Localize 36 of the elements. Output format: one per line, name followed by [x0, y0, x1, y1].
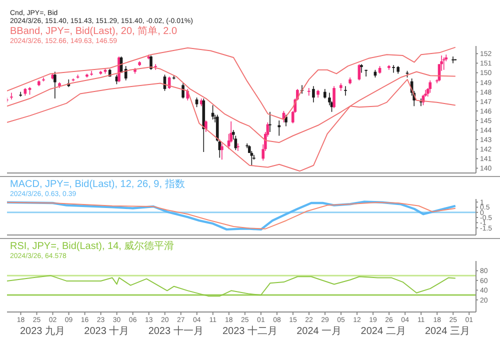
candlestick — [364, 69, 368, 77]
candlestick — [268, 111, 272, 132]
text: 2024 二月 — [360, 325, 406, 339]
candlestick — [42, 77, 45, 82]
text: MACD, JPY=, Bid(Last), 12, 26, 9, 指数 — [10, 179, 185, 190]
candlestick — [182, 82, 184, 99]
text: 2023 十二月 — [222, 325, 278, 339]
candlestick — [90, 70, 93, 76]
text: 2023 九月 — [20, 325, 66, 339]
text: RSI, JPY=, Bid(Last), 14, 威尔德平滑 — [10, 241, 174, 252]
candlestick — [332, 86, 336, 108]
candlestick — [204, 120, 208, 132]
candlestick — [250, 150, 254, 166]
candlestick — [220, 143, 224, 160]
text: BBand, JPY=, Bid(Last), 20, 简单, 2.0 — [10, 26, 178, 38]
text: 2023 十一月 — [148, 325, 204, 339]
text: 2024 一月 — [296, 325, 342, 339]
candlestick — [10, 92, 13, 100]
candlestick — [150, 55, 152, 70]
candlestick — [19, 91, 22, 98]
candlestick — [428, 80, 432, 94]
candlestick — [452, 56, 454, 64]
candlestick — [246, 143, 249, 149]
candlestick — [344, 86, 347, 96]
candlestick — [420, 98, 422, 107]
text: 2023 十月 — [84, 325, 130, 339]
candlestick — [124, 66, 128, 81]
line-series — [7, 275, 456, 297]
candlestick — [312, 86, 315, 103]
candlestick — [442, 57, 446, 70]
candlestick — [307, 88, 310, 96]
candlestick — [360, 64, 363, 74]
candlestick — [284, 114, 288, 127]
candlestick — [54, 71, 56, 99]
candlestick — [323, 88, 326, 99]
text: 2024 三月 — [424, 325, 470, 339]
